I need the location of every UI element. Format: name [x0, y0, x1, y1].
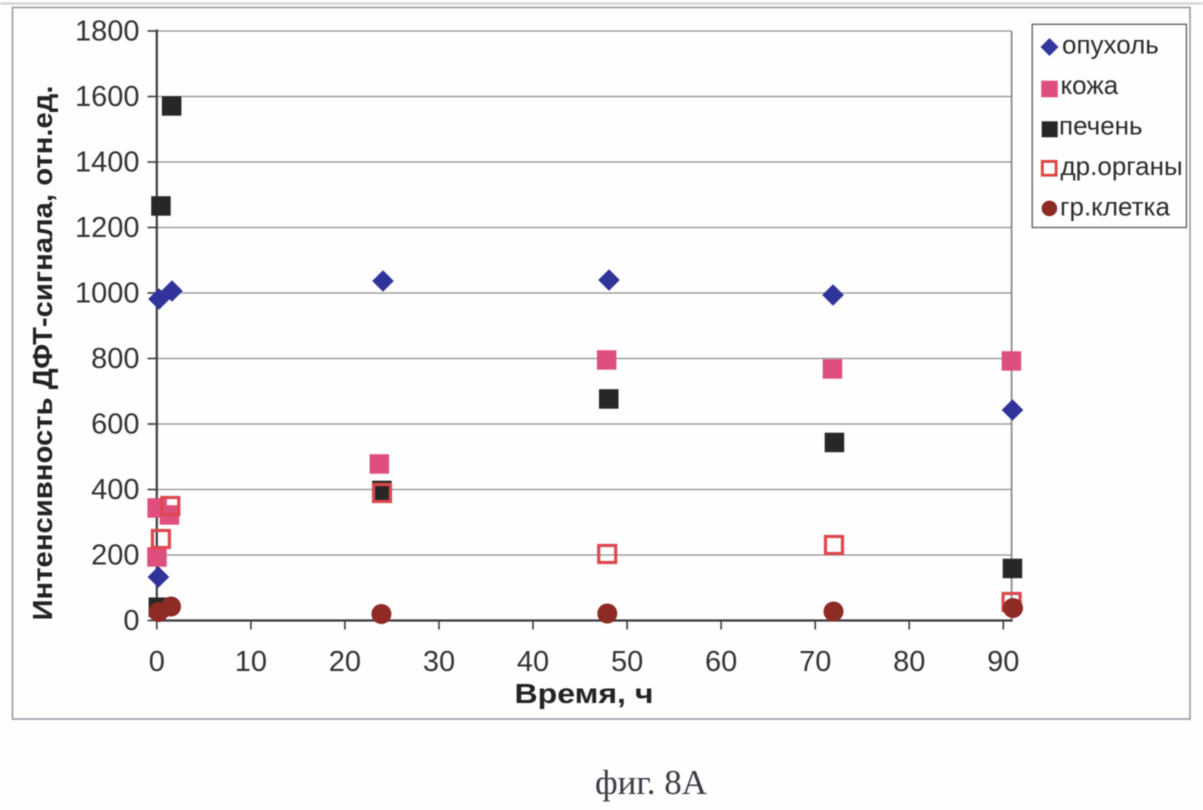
svg-text:опухоль: опухоль: [1062, 30, 1159, 60]
svg-text:др.органы: др.органы: [1061, 151, 1183, 181]
svg-text:30: 30: [423, 646, 455, 678]
svg-text:400: 400: [91, 474, 139, 506]
svg-text:печень: печень: [1059, 111, 1143, 141]
svg-text:90: 90: [987, 646, 1019, 678]
svg-text:20: 20: [329, 646, 361, 678]
svg-text:0: 0: [149, 646, 165, 678]
svg-text:70: 70: [799, 646, 831, 678]
svg-text:гр.клетка: гр.клетка: [1060, 192, 1170, 222]
svg-text:1800: 1800: [75, 16, 140, 48]
svg-text:0: 0: [123, 605, 139, 637]
svg-text:Время, ч: Время, ч: [515, 678, 654, 709]
svg-text:40: 40: [517, 646, 549, 678]
svg-text:Интенсивность ДФТ-сигнала, отн: Интенсивность ДФТ-сигнала, отн.ед.: [27, 86, 58, 621]
svg-text:1200: 1200: [75, 212, 140, 244]
svg-text:800: 800: [91, 343, 139, 375]
svg-text:1600: 1600: [75, 81, 140, 113]
svg-text:60: 60: [705, 646, 737, 678]
svg-text:10: 10: [235, 646, 267, 678]
svg-text:600: 600: [91, 409, 139, 441]
svg-text:80: 80: [893, 646, 925, 678]
svg-text:кожа: кожа: [1061, 70, 1119, 100]
svg-text:1000: 1000: [75, 278, 140, 310]
svg-text:50: 50: [611, 646, 643, 678]
svg-text:200: 200: [91, 540, 139, 572]
svg-text:1400: 1400: [75, 147, 140, 179]
svg-text:фиг. 8А: фиг. 8А: [595, 763, 708, 802]
